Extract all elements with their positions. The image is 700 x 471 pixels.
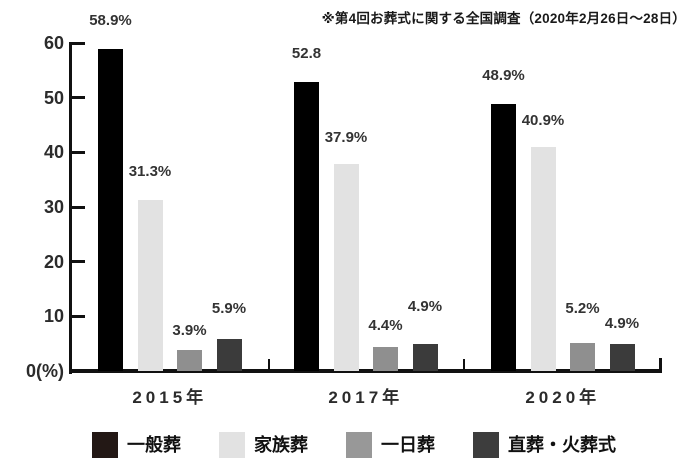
bar-value-label: 4.9% xyxy=(604,315,640,333)
bar-1-group-1 xyxy=(98,49,123,371)
y-axis-tick xyxy=(72,41,85,45)
legend-item: 一日葬 xyxy=(346,432,435,458)
bar-value-label: 4.4% xyxy=(368,316,403,334)
bar-value-label: 52.8 xyxy=(291,45,322,63)
bar-value-label: 3.9% xyxy=(172,321,207,339)
group-separator-tick xyxy=(462,359,465,371)
legend-item: 直葬・火葬式 xyxy=(473,432,616,458)
legend-label: 一般葬 xyxy=(127,435,181,455)
x-axis-category-label: 2015年 xyxy=(132,388,208,407)
legend-swatch xyxy=(219,432,245,458)
bar-3-group-1 xyxy=(177,349,202,371)
y-axis-tick-label: 20 xyxy=(43,251,64,272)
y-axis-tick-label: 30 xyxy=(43,197,64,217)
legend-item: 家族葬 xyxy=(219,432,308,458)
bar-value-label: 48.9% xyxy=(482,66,525,84)
bar-4-group-3 xyxy=(609,344,635,371)
y-axis-tick xyxy=(72,96,85,100)
legend-swatch xyxy=(92,432,118,458)
legend-label: 一日葬 xyxy=(381,435,435,455)
bar-2-group-2 xyxy=(333,163,359,371)
origin-label: 0(%) xyxy=(25,361,64,381)
legend-item: 一般葬 xyxy=(92,432,181,458)
legend: 一般葬 家族葬 一日葬 直葬・火葬式 xyxy=(92,432,616,458)
bar-2-group-1 xyxy=(137,199,163,371)
y-axis-tick xyxy=(72,314,85,318)
bar-value-label: 5.9% xyxy=(211,299,247,317)
y-axis-tick-label: 50 xyxy=(43,87,64,108)
bar-value-label: 37.9% xyxy=(324,128,368,146)
bar-4-group-2 xyxy=(412,344,438,371)
y-axis-tick-label: 60 xyxy=(43,33,64,53)
x-axis-line xyxy=(69,369,662,373)
bar-3-group-2 xyxy=(373,346,398,371)
x-axis-category-label: 2017年 xyxy=(328,388,404,407)
x-axis-end-tick xyxy=(659,358,662,371)
x-axis-category-label: 2020年 xyxy=(525,388,601,407)
bar-1-group-2 xyxy=(294,82,319,371)
legend-label: 直葬・火葬式 xyxy=(508,435,616,455)
bar-4-group-1 xyxy=(216,338,242,371)
bar-value-label: 5.2% xyxy=(565,299,600,317)
bar-value-label: 58.9% xyxy=(89,12,132,29)
y-axis-tick xyxy=(72,260,85,264)
bar-value-label: 40.9% xyxy=(521,112,565,130)
legend-swatch xyxy=(473,432,499,458)
group-separator-tick xyxy=(267,359,270,371)
y-axis-tick xyxy=(72,205,85,209)
bar-1-group-3 xyxy=(491,103,516,371)
y-axis-tick xyxy=(72,150,85,154)
legend-label: 家族葬 xyxy=(254,435,308,455)
survey-note: ※第4回お葬式に関する全国調査（2020年2月26日～28日） xyxy=(321,11,686,26)
legend-swatch xyxy=(346,432,372,458)
y-axis-tick-label: 40 xyxy=(43,142,64,163)
bar-2-group-3 xyxy=(530,147,556,371)
y-axis-tick-label: 10 xyxy=(43,306,64,327)
y-axis-line xyxy=(69,41,72,374)
bar-3-group-3 xyxy=(570,342,595,371)
bar-value-label: 31.3% xyxy=(128,162,172,180)
bar-value-label: 4.9% xyxy=(407,298,443,316)
